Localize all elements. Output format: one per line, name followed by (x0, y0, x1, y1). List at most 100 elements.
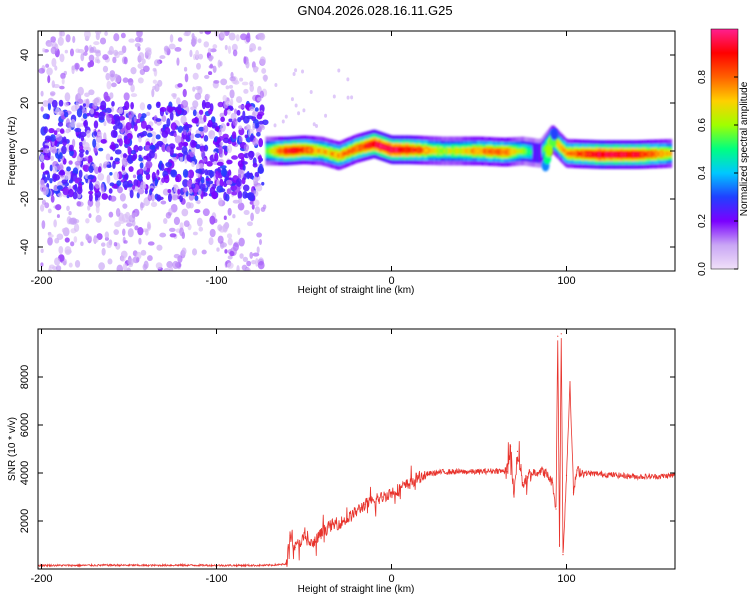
noise-blob (50, 36, 56, 43)
noise-blob (75, 94, 79, 103)
snr-point (618, 474, 620, 476)
signal-cell (356, 146, 359, 151)
noise-blob (59, 128, 65, 134)
signal-cell (566, 151, 569, 156)
noise-blob (301, 69, 305, 74)
snr-point (364, 503, 366, 505)
noise-blob (59, 85, 65, 90)
noise-blob (147, 241, 155, 246)
noise-blob (233, 108, 238, 115)
snr-point (382, 496, 384, 498)
signal-cell (498, 150, 501, 154)
noise-blob (132, 174, 137, 179)
noise-blob (68, 262, 73, 268)
x-axis-label: Height of straight line (km) (298, 584, 415, 595)
noise-blob (109, 171, 113, 176)
noise-blob (211, 191, 218, 200)
noise-blob (213, 137, 218, 143)
noise-blob (186, 179, 193, 188)
signal-cell (410, 147, 414, 152)
noise-blob (198, 109, 204, 115)
noise-blob (245, 60, 250, 69)
noise-blob (315, 123, 319, 128)
signal-cell (361, 145, 365, 149)
noise-blob (237, 116, 242, 123)
noise-blob (54, 257, 61, 266)
signal-cell (347, 149, 351, 154)
noise-blob (188, 202, 194, 209)
signal-cell (500, 150, 503, 154)
noise-blob (57, 36, 64, 46)
noise-blob (208, 55, 213, 62)
noise-blob (137, 227, 144, 236)
noise-blob (155, 134, 161, 140)
noise-blob (122, 153, 127, 159)
noise-blob (95, 204, 100, 214)
signal-cell (428, 148, 431, 153)
snr-point (558, 544, 561, 546)
noise-blob (133, 124, 138, 132)
noise-blob (40, 90, 44, 97)
signal-cell (389, 147, 393, 152)
noise-blob (139, 162, 144, 169)
snr-point (399, 488, 401, 490)
noise-blob (262, 204, 267, 210)
noise-blob (78, 169, 83, 179)
noise-blob (62, 136, 67, 143)
signal-cell (556, 141, 559, 146)
noise-blob (66, 205, 70, 212)
noise-blob (251, 204, 255, 210)
perturbation-blob (545, 145, 553, 157)
noise-blob (97, 173, 105, 181)
noise-blob (99, 37, 107, 45)
noise-blob (39, 179, 45, 188)
noise-blob (219, 31, 226, 39)
noise-blob (138, 52, 145, 61)
noise-blob (170, 169, 178, 178)
signal-cell (645, 152, 648, 157)
signal-cell (386, 146, 389, 151)
snr-point (443, 471, 445, 473)
noise-blob (54, 65, 58, 71)
noise-blob (120, 255, 126, 262)
noise-blob (252, 66, 259, 71)
noise-blob (56, 185, 63, 190)
noise-blob (219, 141, 224, 147)
signal-cell (402, 147, 405, 152)
noise-blob (244, 172, 251, 178)
noise-blob (169, 233, 177, 238)
signal-cell (517, 149, 520, 154)
noise-blob (83, 141, 90, 150)
noise-blob (256, 246, 260, 254)
noise-blob (256, 97, 262, 102)
noise-blob (104, 231, 110, 239)
noise-blob (40, 204, 45, 212)
signal-cell (358, 145, 361, 150)
noise-blob (225, 193, 230, 202)
noise-blob (191, 248, 198, 256)
signal-cell (314, 148, 317, 153)
noise-blob (225, 179, 233, 185)
x-tick-label: 100 (557, 275, 575, 287)
signal-cell (461, 149, 464, 153)
noise-blob (50, 46, 57, 55)
signal-cell (332, 152, 335, 157)
signal-cell (447, 149, 450, 153)
noise-blob (258, 32, 266, 41)
noise-blob (113, 171, 120, 181)
noise-blob (88, 165, 94, 173)
signal-cell (484, 149, 487, 154)
signal-cell (661, 151, 664, 156)
noise-blob (332, 94, 336, 99)
signal-cell (535, 142, 538, 163)
signal-cell (333, 152, 337, 157)
noise-blob (201, 99, 206, 110)
signal-cell (608, 152, 611, 157)
signal-cell (463, 149, 466, 153)
signal-cell (454, 149, 457, 153)
noise-blob (205, 177, 211, 182)
noise-blob (85, 218, 90, 224)
noise-blob (220, 123, 226, 132)
noise-blob (70, 241, 75, 247)
noise-blob (226, 159, 233, 165)
